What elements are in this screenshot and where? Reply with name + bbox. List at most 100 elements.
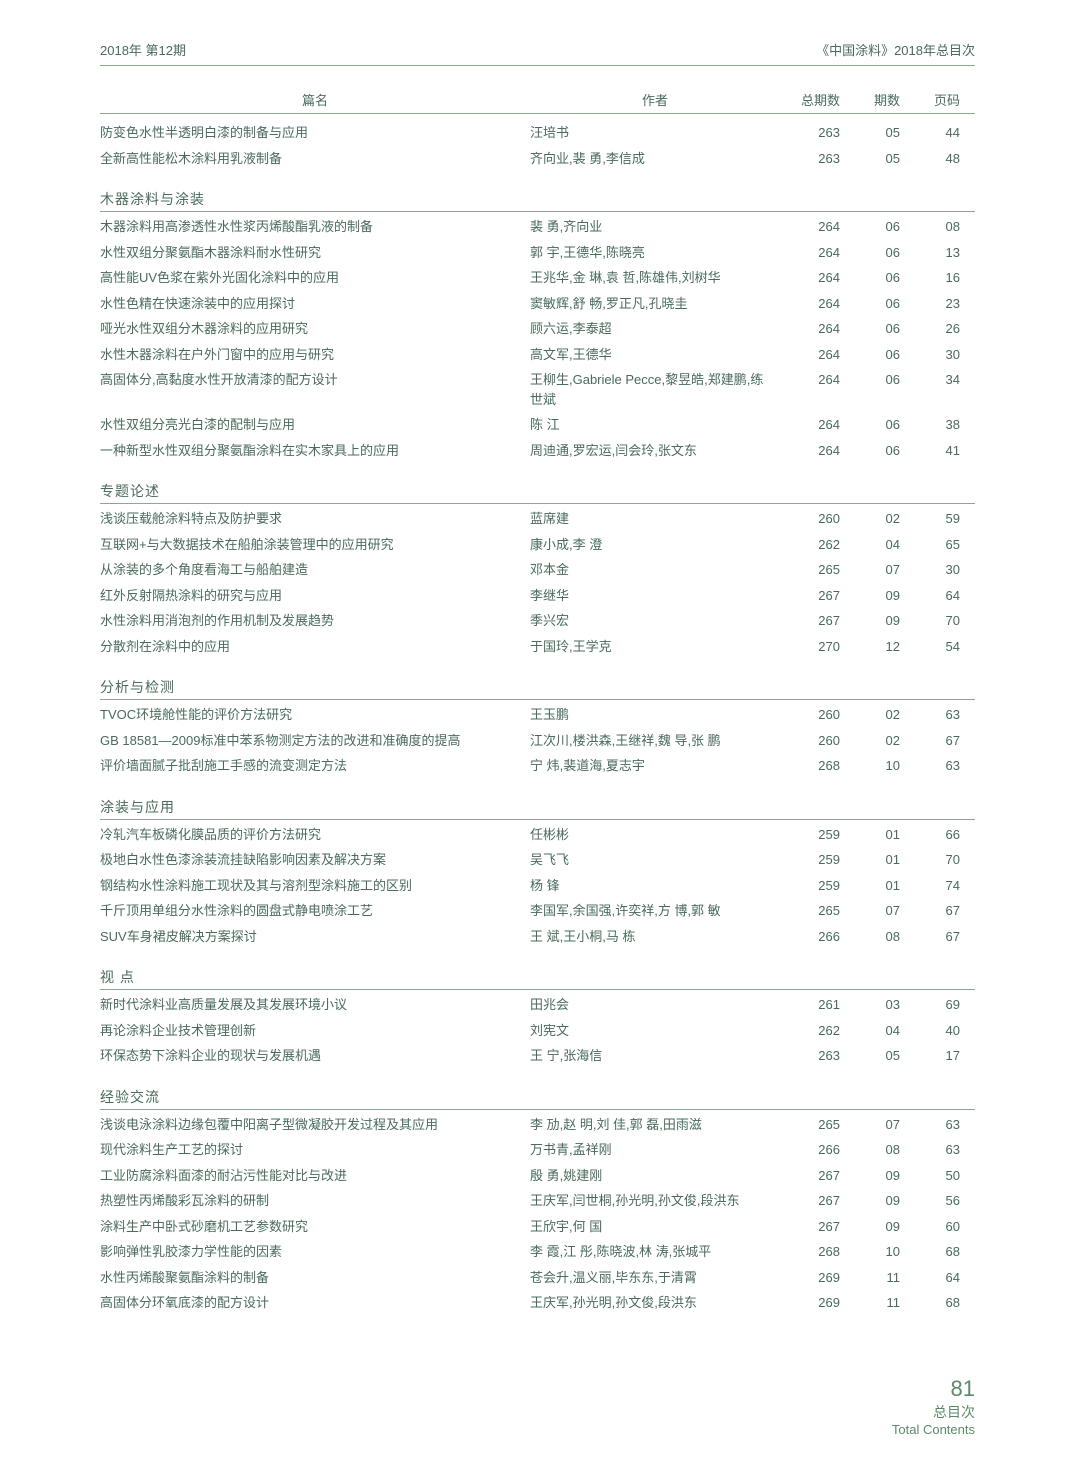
toc-row: 全新高性能松木涂料用乳液制备齐向业,裴 勇,李信成2630548 [100, 146, 975, 172]
row-total: 267 [780, 1166, 840, 1186]
toc-row: 防变色水性半透明白漆的制备与应用汪培书2630544 [100, 120, 975, 146]
toc-row: 木器涂料用高渗透性水性浆丙烯酸酯乳液的制备裴 勇,齐向业2640608 [100, 214, 975, 240]
row-issue: 07 [840, 1115, 900, 1135]
toc-row: 水性木器涂料在户外门窗中的应用与研究高文军,王德华2640630 [100, 342, 975, 368]
row-title: 冷轧汽车板磷化膜品质的评价方法研究 [100, 825, 530, 845]
row-page: 34 [900, 370, 960, 409]
row-author: 殷 勇,姚建刚 [530, 1166, 780, 1186]
row-issue: 06 [840, 217, 900, 237]
toc-row: 再论涂料企业技术管理创新刘宪文2620440 [100, 1018, 975, 1044]
row-issue: 06 [840, 441, 900, 461]
toc-row: 影响弹性乳胶漆力学性能的因素李 霞,江 彤,陈晓波,林 涛,张城平2681068 [100, 1239, 975, 1265]
row-total: 264 [780, 294, 840, 314]
row-issue: 12 [840, 637, 900, 657]
row-page: 38 [900, 415, 960, 435]
col-header-issue: 期数 [840, 90, 900, 109]
row-issue: 05 [840, 1046, 900, 1066]
row-page: 30 [900, 345, 960, 365]
row-author: 王兆华,金 琳,袁 哲,陈雄伟,刘树华 [530, 268, 780, 288]
row-issue: 07 [840, 560, 900, 580]
toc-row: 高性能UV色浆在紫外光固化涂料中的应用王兆华,金 琳,袁 哲,陈雄伟,刘树华26… [100, 265, 975, 291]
row-issue: 10 [840, 756, 900, 776]
section-heading: 木器涂料与涂装 [100, 189, 975, 212]
row-page: 56 [900, 1191, 960, 1211]
toc-content: 防变色水性半透明白漆的制备与应用汪培书2630544全新高性能松木涂料用乳液制备… [100, 120, 975, 1316]
row-author: 万书青,孟祥刚 [530, 1140, 780, 1160]
row-title: 浅谈压载舱涂料特点及防护要求 [100, 509, 530, 529]
row-issue: 08 [840, 927, 900, 947]
row-author: 王 宁,张海信 [530, 1046, 780, 1066]
toc-row: 高固体分,高黏度水性开放清漆的配方设计王柳生,Gabriele Pecce,黎昱… [100, 367, 975, 412]
row-title: 互联网+与大数据技术在船舶涂装管理中的应用研究 [100, 535, 530, 555]
row-total: 263 [780, 1046, 840, 1066]
row-title: 高性能UV色浆在紫外光固化涂料中的应用 [100, 268, 530, 288]
row-page: 23 [900, 294, 960, 314]
row-page: 64 [900, 1268, 960, 1288]
row-total: 267 [780, 1191, 840, 1211]
row-total: 264 [780, 319, 840, 339]
row-title: 钢结构水性涂料施工现状及其与溶剂型涂料施工的区别 [100, 876, 530, 896]
row-total: 264 [780, 217, 840, 237]
row-title: 涂料生产中卧式砂磨机工艺参数研究 [100, 1217, 530, 1237]
row-page: 41 [900, 441, 960, 461]
row-title: 浅谈电泳涂料边缘包覆中阳离子型微凝胶开发过程及其应用 [100, 1115, 530, 1135]
row-author: 郭 宇,王德华,陈晓亮 [530, 243, 780, 263]
row-author: 李 劢,赵 明,刘 佳,郭 磊,田雨滋 [530, 1115, 780, 1135]
row-title: GB 18581—2009标准中苯系物测定方法的改进和准确度的提高 [100, 731, 530, 751]
row-author: 高文军,王德华 [530, 345, 780, 365]
section-heading: 涂装与应用 [100, 797, 975, 820]
column-headers: 篇名 作者 总期数 期数 页码 [100, 90, 975, 114]
footer-page-number: 81 [100, 1376, 975, 1402]
row-title: 木器涂料用高渗透性水性浆丙烯酸酯乳液的制备 [100, 217, 530, 237]
row-issue: 06 [840, 268, 900, 288]
row-page: 40 [900, 1021, 960, 1041]
row-total: 259 [780, 825, 840, 845]
row-title: 防变色水性半透明白漆的制备与应用 [100, 123, 530, 143]
row-page: 63 [900, 1140, 960, 1160]
row-author: 蓝席建 [530, 509, 780, 529]
row-title: 高固体分环氧底漆的配方设计 [100, 1293, 530, 1313]
toc-row: 极地白水性色漆涂装流挂缺陷影响因素及解决方案吴飞飞2590170 [100, 847, 975, 873]
row-title: 分散剂在涂料中的应用 [100, 637, 530, 657]
row-author: 王庆军,闫世桐,孙光明,孙文俊,段洪东 [530, 1191, 780, 1211]
row-total: 263 [780, 123, 840, 143]
toc-row: 浅谈压载舱涂料特点及防护要求蓝席建2600259 [100, 506, 975, 532]
toc-row: 千斤顶用单组分水性涂料的圆盘式静电喷涂工艺李国军,余国强,许奕祥,方 博,郭 敏… [100, 898, 975, 924]
row-author: 顾六运,李泰超 [530, 319, 780, 339]
row-total: 260 [780, 705, 840, 725]
row-issue: 06 [840, 415, 900, 435]
row-total: 262 [780, 1021, 840, 1041]
row-page: 66 [900, 825, 960, 845]
toc-row: 水性双组分亮光白漆的配制与应用陈 江2640638 [100, 412, 975, 438]
row-title: 水性色精在快速涂装中的应用探讨 [100, 294, 530, 314]
row-author: 齐向业,裴 勇,李信成 [530, 149, 780, 169]
col-header-total: 总期数 [780, 90, 840, 109]
row-issue: 01 [840, 825, 900, 845]
row-issue: 01 [840, 850, 900, 870]
section-heading: 分析与检测 [100, 677, 975, 700]
toc-row: 一种新型水性双组分聚氨酯涂料在实木家具上的应用周迪通,罗宏运,闫会玲,张文东26… [100, 438, 975, 464]
row-author: 康小成,李 澄 [530, 535, 780, 555]
row-title: 影响弹性乳胶漆力学性能的因素 [100, 1242, 530, 1262]
row-author: 杨 锋 [530, 876, 780, 896]
row-page: 64 [900, 586, 960, 606]
toc-row: 新时代涂料业高质量发展及其发展环境小议田兆会2610369 [100, 992, 975, 1018]
row-title: SUV车身裙皮解决方案探讨 [100, 927, 530, 947]
row-title: 水性双组分亮光白漆的配制与应用 [100, 415, 530, 435]
row-total: 265 [780, 560, 840, 580]
row-page: 68 [900, 1293, 960, 1313]
row-total: 264 [780, 441, 840, 461]
row-issue: 07 [840, 901, 900, 921]
row-title: 全新高性能松木涂料用乳液制备 [100, 149, 530, 169]
row-title: 从涂装的多个角度看海工与船舶建造 [100, 560, 530, 580]
row-page: 13 [900, 243, 960, 263]
row-issue: 09 [840, 611, 900, 631]
row-page: 74 [900, 876, 960, 896]
row-total: 266 [780, 1140, 840, 1160]
row-author: 王欣宇,何 国 [530, 1217, 780, 1237]
toc-row: 水性色精在快速涂装中的应用探讨窦敏辉,舒 畅,罗正凡,孔晓圭2640623 [100, 291, 975, 317]
row-page: 08 [900, 217, 960, 237]
row-total: 262 [780, 535, 840, 555]
row-issue: 04 [840, 535, 900, 555]
row-total: 267 [780, 1217, 840, 1237]
